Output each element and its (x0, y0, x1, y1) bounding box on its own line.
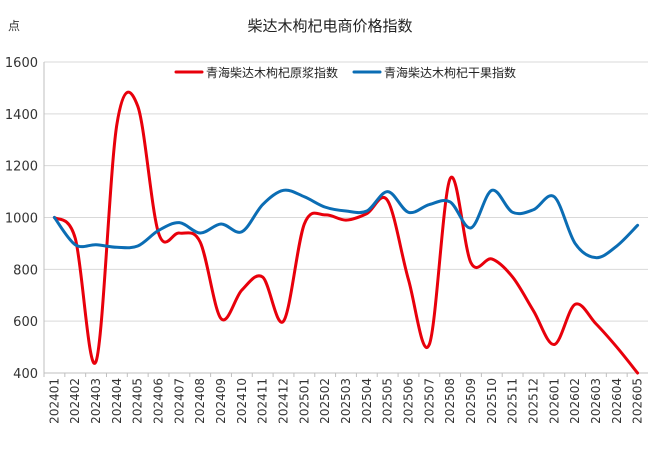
series-lines (52, 90, 640, 375)
y-tick-label: 1600 (5, 56, 38, 71)
legend: 青海柴达木枸杞原浆指数 青海柴达木枸杞干果指数 (174, 65, 516, 80)
x-tick-label: 202504 (360, 378, 374, 424)
x-tick-label: 202512 (526, 378, 540, 424)
x-tick-label: 202505 (381, 378, 395, 424)
gridlines (43, 61, 648, 374)
x-tick-label: 202602 (568, 378, 582, 424)
x-tick-label: 202510 (485, 378, 499, 424)
x-tick-label: 202410 (235, 378, 249, 424)
x-tick-label: 202404 (110, 378, 124, 424)
x-tick-label: 202408 (193, 378, 207, 424)
x-tick-label: 202402 (68, 378, 82, 424)
series-line-1 (52, 188, 640, 260)
y-tick-label: 1000 (5, 212, 38, 227)
x-tick-label: 202409 (214, 378, 228, 424)
x-tick-label: 202506 (401, 378, 415, 424)
x-tick-label: 202603 (589, 378, 603, 424)
y-tick-label: 1200 (5, 160, 38, 175)
x-tick-label: 202405 (131, 378, 145, 424)
x-tick-label: 202403 (89, 378, 103, 424)
y-tick-label: 800 (13, 263, 38, 278)
y-tick-label: 600 (13, 315, 38, 330)
x-tick-label: 202401 (47, 378, 61, 424)
x-tick-label: 202406 (152, 378, 166, 424)
x-tick-label: 202407 (172, 378, 186, 424)
x-tick-label: 202412 (277, 378, 291, 424)
x-tick-label: 202507 (422, 378, 436, 424)
legend-label-1: 青海柴达木枸杞干果指数 (384, 65, 516, 80)
x-tick-label: 202502 (318, 378, 332, 424)
x-tick-label: 202411 (256, 378, 270, 424)
legend-label-0: 青海柴达木枸杞原浆指数 (206, 65, 338, 80)
chart-title: 柴达木枸杞电商价格指数 (247, 17, 412, 35)
y-axis-unit-label: 点 (8, 19, 20, 33)
y-axis-ticks: 400 600 800 1000 1200 1400 1600 (5, 56, 38, 382)
x-tick-label: 202511 (506, 378, 520, 424)
x-tick-label: 202601 (547, 378, 561, 424)
x-tick-label: 202604 (610, 378, 624, 424)
x-tick-label: 202503 (339, 378, 353, 424)
y-tick-label: 400 (13, 367, 38, 382)
series-line-0 (52, 90, 640, 375)
x-tick-label: 202509 (464, 378, 478, 424)
y-tick-label: 1400 (5, 108, 38, 123)
x-tick-label: 202508 (443, 378, 457, 424)
x-tick-label: 202605 (631, 378, 645, 424)
x-axis-ticks: 202401 202402 202403 202404 202405 202406 2024… (43, 373, 645, 424)
x-tick-label: 202501 (297, 378, 311, 424)
